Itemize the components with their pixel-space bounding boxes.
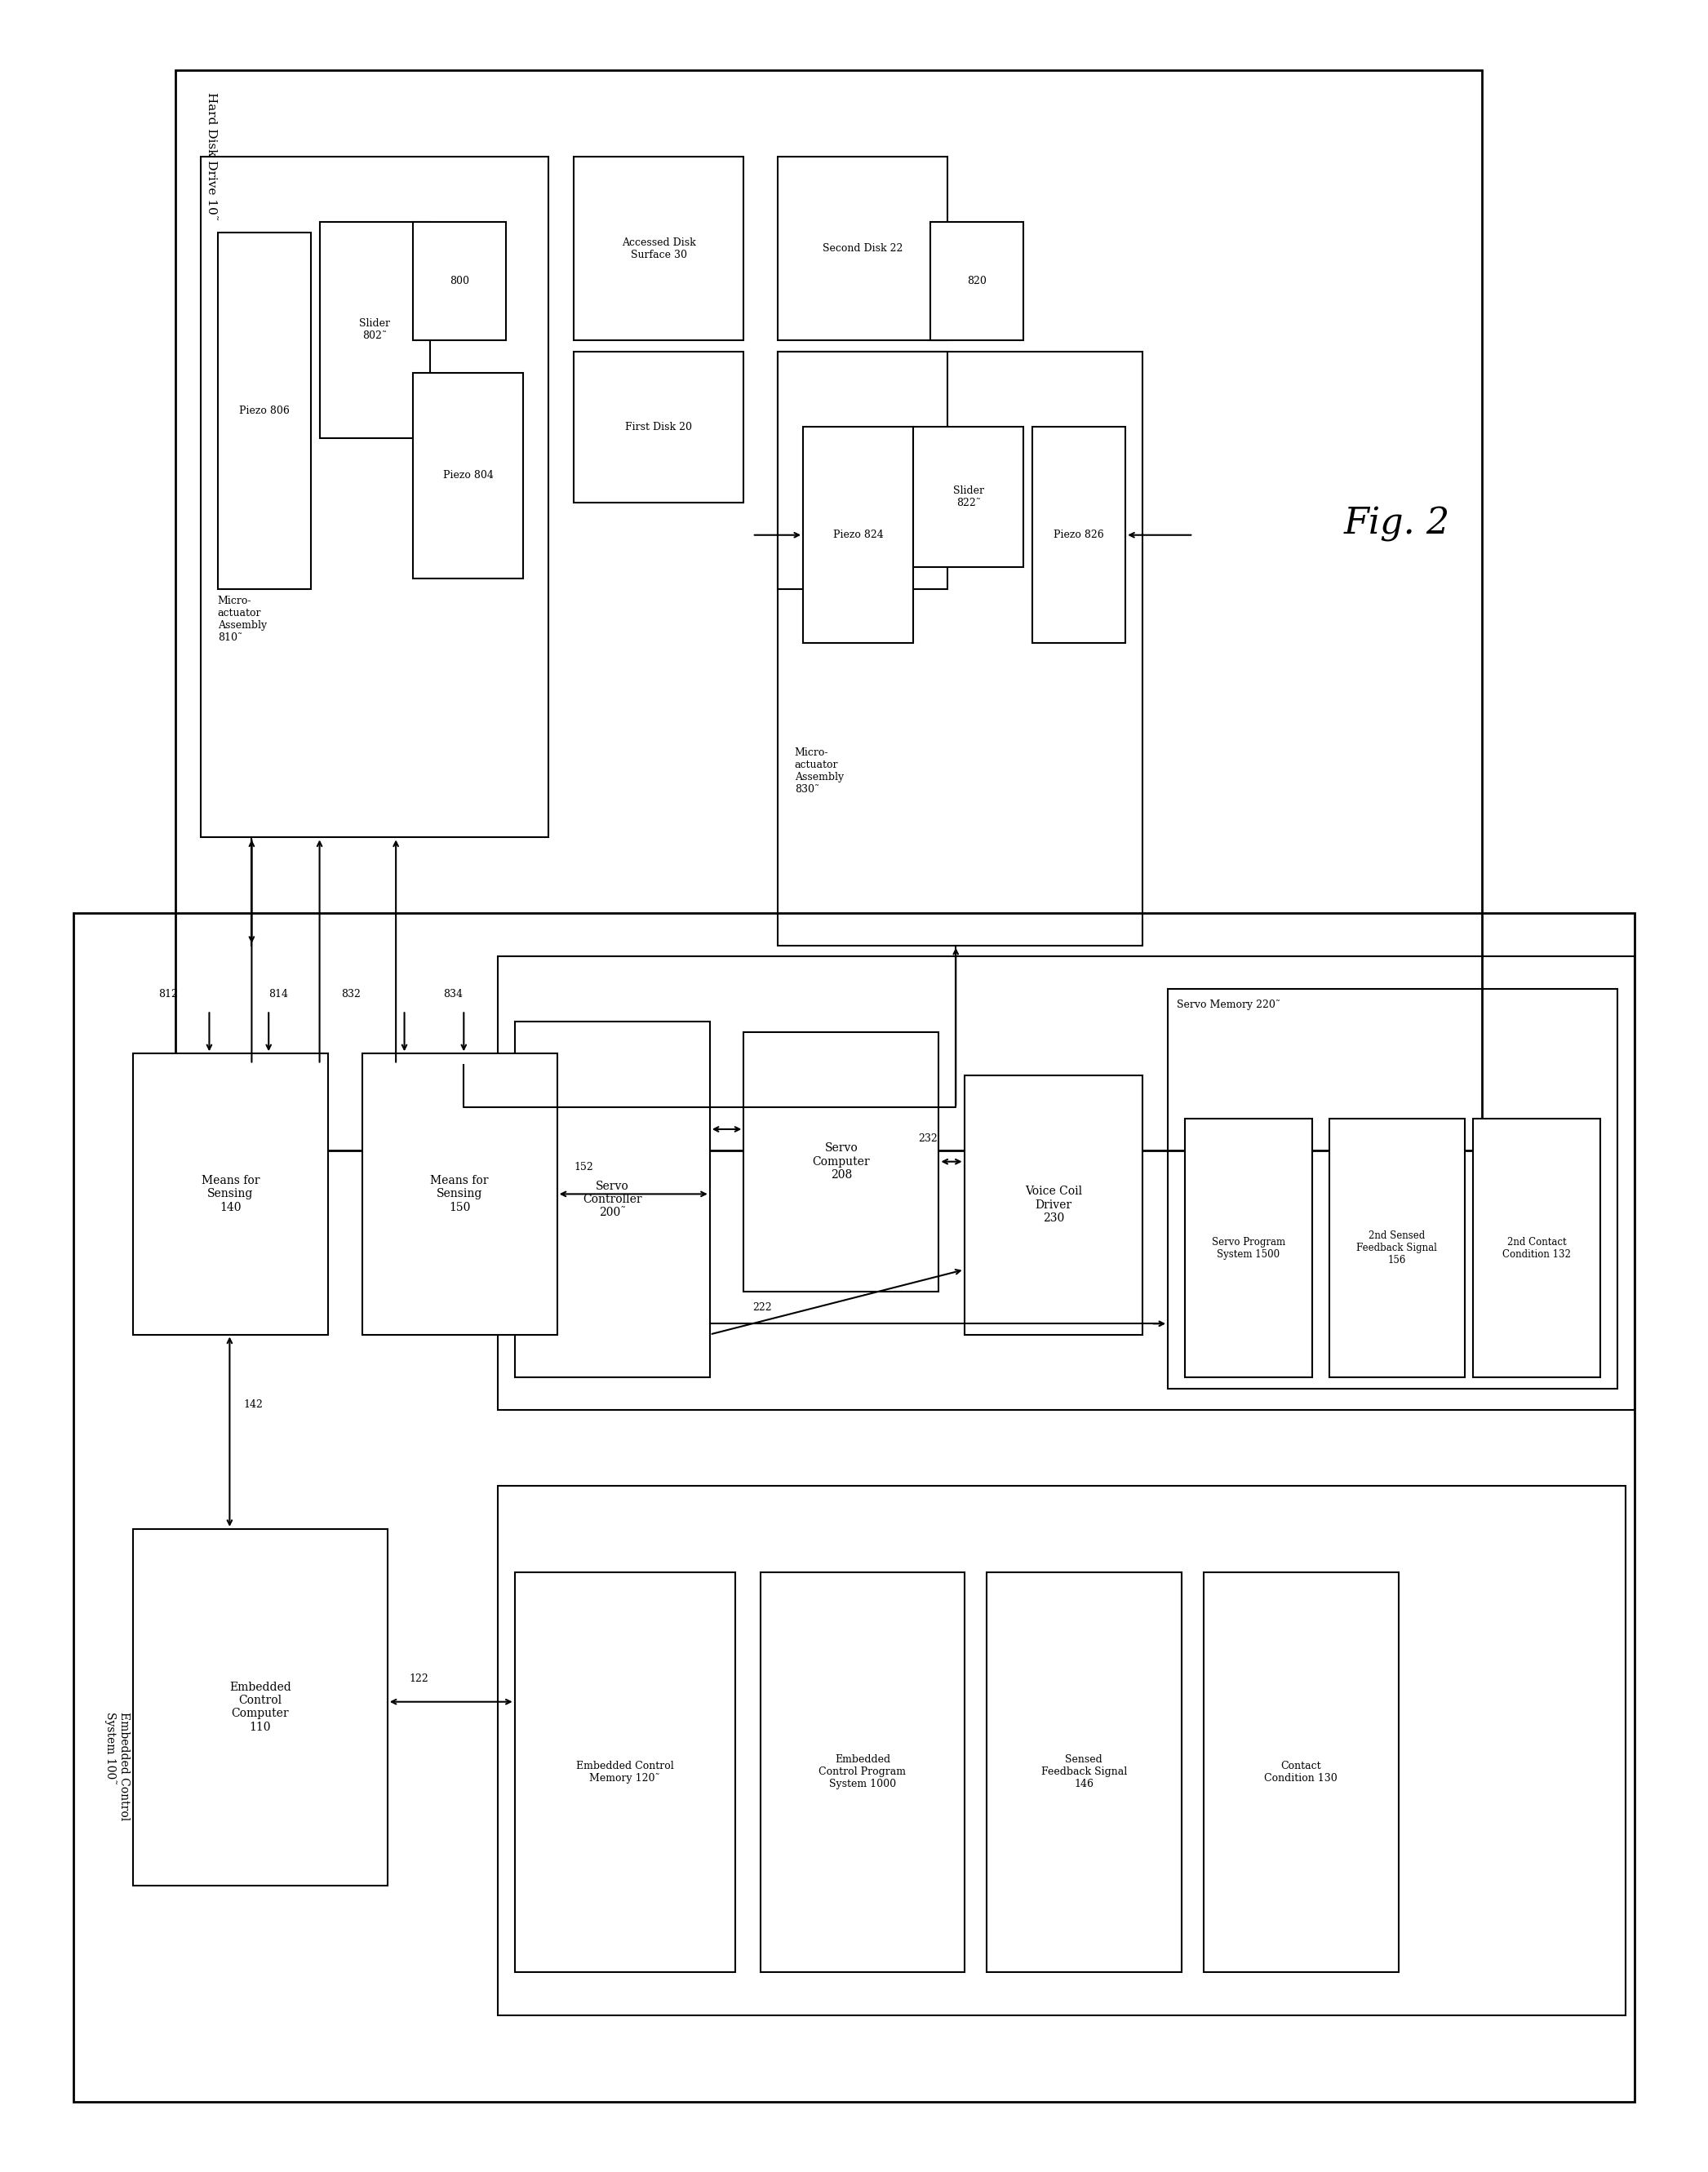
Text: 152: 152 <box>574 1162 593 1173</box>
Bar <box>514 1021 711 1377</box>
Text: 122: 122 <box>410 1675 429 1683</box>
Bar <box>574 156 743 341</box>
Bar <box>217 232 311 589</box>
Text: First Disk 20: First Disk 20 <box>625 421 692 432</box>
Text: Servo
Controller
200˜: Servo Controller 200˜ <box>582 1182 642 1218</box>
Bar <box>965 1075 1143 1334</box>
Text: 800: 800 <box>449 276 470 287</box>
Bar <box>574 352 743 502</box>
Text: 142: 142 <box>243 1399 263 1410</box>
Text: Accessed Disk
Surface 30: Accessed Disk Surface 30 <box>622 237 695 261</box>
Text: Piezo 824: Piezo 824 <box>834 530 883 541</box>
Text: Hard Disk Drive 10˜: Hard Disk Drive 10˜ <box>207 91 217 222</box>
Bar <box>803 428 914 643</box>
Bar <box>777 156 948 341</box>
Bar <box>413 222 506 341</box>
Bar <box>497 1486 1626 2016</box>
Text: Embedded Control
Memory 120˜: Embedded Control Memory 120˜ <box>576 1761 675 1783</box>
Text: Piezo 804: Piezo 804 <box>442 471 494 480</box>
Bar <box>73 912 1635 2102</box>
Bar <box>777 352 948 589</box>
Bar <box>1168 988 1617 1388</box>
Text: Slider
802˜: Slider 802˜ <box>359 319 389 341</box>
Text: Fig. 2: Fig. 2 <box>1344 506 1450 541</box>
Text: Embedded
Control Program
System 1000: Embedded Control Program System 1000 <box>818 1755 907 1790</box>
Bar <box>743 1032 939 1292</box>
Bar <box>133 1053 328 1334</box>
Text: Second Disk 22: Second Disk 22 <box>822 243 902 254</box>
Bar <box>931 222 1023 341</box>
Bar <box>760 1573 965 1972</box>
Text: 812: 812 <box>159 988 178 999</box>
Bar <box>1185 1119 1312 1377</box>
Bar <box>202 156 548 838</box>
Bar <box>319 222 430 439</box>
Text: Means for
Sensing
150: Means for Sensing 150 <box>430 1175 488 1212</box>
Bar <box>914 428 1023 567</box>
Text: Embedded Control
System 100˜: Embedded Control System 100˜ <box>104 1712 130 1820</box>
Text: 222: 222 <box>752 1301 772 1312</box>
Bar <box>413 374 523 578</box>
Text: Micro-
actuator
Assembly
830˜: Micro- actuator Assembly 830˜ <box>794 747 844 795</box>
Bar <box>514 1573 734 1972</box>
Text: Contact
Condition 130: Contact Condition 130 <box>1264 1761 1337 1783</box>
Text: Embedded
Control
Computer
110: Embedded Control Computer 110 <box>229 1681 290 1733</box>
Text: Accessed Disk
Surface 32: Accessed Disk Surface 32 <box>825 458 900 482</box>
Bar <box>362 1053 557 1334</box>
Text: Piezo 826: Piezo 826 <box>1054 530 1103 541</box>
Bar <box>1204 1573 1399 1972</box>
Text: Servo Program
System 1500: Servo Program System 1500 <box>1211 1236 1284 1260</box>
Text: Sensed
Feedback Signal
146: Sensed Feedback Signal 146 <box>1040 1755 1127 1790</box>
Text: Means for
Sensing
140: Means for Sensing 140 <box>202 1175 260 1212</box>
Bar <box>497 956 1635 1410</box>
Bar <box>1032 428 1126 643</box>
Bar <box>777 352 1143 945</box>
Bar <box>1329 1119 1465 1377</box>
Text: Servo Memory 220˜: Servo Memory 220˜ <box>1177 999 1279 1010</box>
Text: 832: 832 <box>342 988 360 999</box>
Text: 232: 232 <box>919 1134 938 1145</box>
Text: Voice Coil
Driver
230: Voice Coil Driver 230 <box>1025 1186 1081 1223</box>
Text: Servo
Computer
208: Servo Computer 208 <box>813 1142 869 1182</box>
Text: Piezo 806: Piezo 806 <box>239 406 290 417</box>
Bar <box>1474 1119 1600 1377</box>
Text: Slider
822˜: Slider 822˜ <box>953 487 984 508</box>
Text: 2nd Contact
Condition 132: 2nd Contact Condition 132 <box>1503 1236 1571 1260</box>
Bar <box>986 1573 1182 1972</box>
Text: Micro-
actuator
Assembly
810˜: Micro- actuator Assembly 810˜ <box>217 595 266 643</box>
Text: 2nd Sensed
Feedback Signal
156: 2nd Sensed Feedback Signal 156 <box>1356 1232 1436 1266</box>
Bar <box>133 1529 388 1885</box>
Text: 820: 820 <box>967 276 987 287</box>
Bar <box>176 70 1483 1151</box>
Text: 834: 834 <box>444 988 463 999</box>
Text: 814: 814 <box>268 988 289 999</box>
